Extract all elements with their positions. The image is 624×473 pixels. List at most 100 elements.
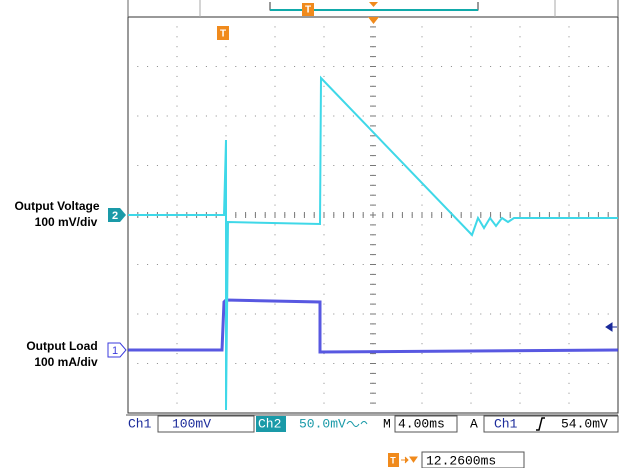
graticule-dot bbox=[166, 264, 168, 265]
graticule-dot bbox=[568, 234, 570, 236]
graticule-dot bbox=[607, 264, 609, 265]
graticule-dot bbox=[519, 353, 521, 355]
graticule-dot bbox=[441, 165, 443, 166]
graticule-dot bbox=[284, 115, 286, 117]
graticule-dot bbox=[176, 323, 178, 325]
graticule-dot bbox=[382, 115, 384, 117]
graticule-dot bbox=[225, 125, 227, 127]
graticule-dot bbox=[245, 66, 247, 67]
graticule-dot bbox=[245, 313, 247, 315]
graticule-dot bbox=[529, 363, 531, 364]
graticule-dot bbox=[225, 115, 227, 117]
graticule-dot bbox=[166, 66, 168, 67]
graticule-dot bbox=[323, 392, 325, 394]
graticule-dot bbox=[176, 194, 178, 196]
graticule-dot bbox=[411, 264, 413, 265]
graticule-dot bbox=[470, 46, 472, 48]
graticule-dot bbox=[490, 165, 492, 166]
graticule-dot bbox=[176, 234, 178, 236]
graticule-dot bbox=[274, 244, 276, 246]
graticule-dot bbox=[254, 363, 256, 364]
graticule-dot bbox=[392, 165, 394, 166]
graticule-dot bbox=[274, 313, 276, 315]
graticule-dot bbox=[274, 194, 276, 196]
graticule-dot bbox=[470, 313, 472, 315]
graticule-dot bbox=[499, 115, 501, 117]
graticule-dot bbox=[156, 165, 158, 166]
graticule-dot bbox=[558, 313, 560, 315]
graticule-dot bbox=[176, 244, 178, 246]
graticule-dot bbox=[176, 66, 178, 67]
graticule-dot bbox=[558, 66, 560, 67]
graticule-dot bbox=[421, 56, 423, 58]
graticule-dot bbox=[313, 115, 315, 117]
trigger-icon bbox=[217, 26, 229, 40]
graticule-dot bbox=[529, 66, 531, 67]
graticule-dot bbox=[137, 115, 139, 117]
graticule-dot bbox=[274, 85, 276, 87]
graticule-dot bbox=[548, 115, 550, 117]
graticule-dot bbox=[568, 353, 570, 355]
graticule-dot bbox=[450, 115, 452, 117]
graticule-dot bbox=[480, 66, 482, 67]
graticule-dot bbox=[597, 115, 599, 117]
graticule-dot bbox=[176, 382, 178, 384]
graticule-dot bbox=[450, 313, 452, 315]
graticule-dot bbox=[480, 363, 482, 364]
graticule-dot bbox=[421, 382, 423, 384]
graticule-dot bbox=[205, 165, 207, 166]
graticule-dot bbox=[421, 66, 423, 67]
graticule-dot bbox=[303, 115, 305, 117]
graticule-dot bbox=[470, 165, 472, 166]
graticule-dot bbox=[568, 56, 570, 58]
graticule-dot bbox=[284, 363, 286, 364]
graticule-dot bbox=[274, 95, 276, 97]
graticule-dot bbox=[176, 392, 178, 394]
graticule-dot bbox=[274, 303, 276, 305]
graticule-dot bbox=[578, 264, 580, 265]
graticule-dot bbox=[323, 115, 325, 117]
graticule-dot bbox=[470, 303, 472, 305]
graticule-dot bbox=[274, 145, 276, 147]
graticule-dot bbox=[166, 165, 168, 166]
trigger-box bbox=[483, 415, 619, 433]
timebase-box bbox=[394, 415, 458, 433]
graticule-dot bbox=[205, 313, 207, 315]
graticule-dot bbox=[470, 105, 472, 107]
graticule-dot bbox=[519, 382, 521, 384]
graticule-dot bbox=[470, 283, 472, 285]
graticule-dot bbox=[529, 313, 531, 315]
graticule-dot bbox=[568, 115, 570, 117]
graticule-dot bbox=[225, 85, 227, 87]
graticule-dot bbox=[323, 75, 325, 77]
graticule-dot bbox=[382, 313, 384, 315]
graticule-dot bbox=[519, 264, 521, 265]
graticule-dot bbox=[509, 313, 511, 315]
graticule-dot bbox=[274, 75, 276, 77]
graticule-dot bbox=[323, 105, 325, 107]
graticule-dot bbox=[568, 36, 570, 38]
graticule-dot bbox=[313, 165, 315, 166]
graticule-dot bbox=[176, 135, 178, 137]
graticule-dot bbox=[323, 36, 325, 38]
graticule-dot bbox=[274, 46, 276, 48]
graticule-dot bbox=[352, 115, 354, 117]
graticule-dot bbox=[362, 66, 364, 67]
graticule-dot bbox=[323, 174, 325, 176]
graticule-dot bbox=[274, 234, 276, 236]
graticule-dot bbox=[588, 313, 590, 315]
graticule-dot bbox=[274, 293, 276, 295]
graticule-dot bbox=[186, 363, 188, 364]
graticule-dot bbox=[519, 155, 521, 157]
graticule-dot bbox=[313, 66, 315, 67]
graticule-dot bbox=[245, 264, 247, 265]
graticule-dot bbox=[333, 66, 335, 67]
ch1-marker bbox=[107, 342, 127, 358]
graticule-dot bbox=[156, 115, 158, 117]
graticule-dot bbox=[568, 184, 570, 186]
graticule-dot bbox=[411, 66, 413, 67]
graticule-dot bbox=[568, 145, 570, 147]
graticule-dot bbox=[558, 165, 560, 166]
graticule-dot bbox=[509, 363, 511, 364]
graticule-dot bbox=[431, 313, 433, 315]
